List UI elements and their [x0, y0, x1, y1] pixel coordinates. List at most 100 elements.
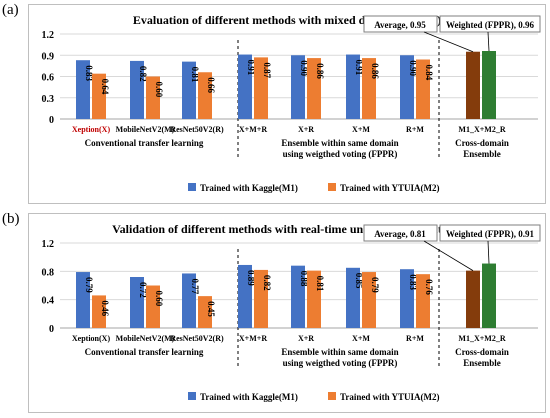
category-label: MobileNetV2(M)	[116, 334, 175, 343]
group-label: Cross-domain	[455, 347, 509, 357]
data-label-kaggle: 0.91	[246, 60, 256, 76]
category-label: ResNet50V2(R)	[170, 125, 224, 134]
data-label-ytuia: 0.66	[206, 77, 216, 93]
callout-weighted-pointer	[487, 31, 490, 52]
data-label-kaggle: 0.81	[190, 67, 200, 83]
bar-ytuia	[198, 72, 212, 119]
panel-tag: (a)	[2, 2, 19, 18]
bar-kaggle	[400, 55, 414, 119]
bar-kaggle	[182, 61, 196, 119]
data-label-ytuia: 0.46	[100, 300, 110, 316]
bar-kaggle	[238, 54, 252, 119]
bar-ytuia	[254, 57, 268, 119]
panel-tag: (b)	[2, 211, 20, 227]
callout-average: Average, 0.95	[374, 20, 426, 30]
category-label: X+R	[298, 334, 314, 343]
bar-ytuia	[307, 58, 321, 119]
callout-weighted: Weighted (FPPR), 0.91	[446, 229, 534, 239]
data-label-kaggle: 0.72	[138, 282, 148, 298]
data-label-ytuia: 0.76	[424, 279, 434, 295]
category-label: X+M+R	[239, 334, 267, 343]
legend-label-ytuia: Trained with YTUIA(M2)	[340, 392, 440, 402]
bar-ytuia	[146, 285, 160, 328]
legend-swatch-kaggle	[188, 183, 196, 191]
data-label-ytuia: 0.84	[424, 65, 434, 81]
y-tick-label: 1.2	[42, 239, 55, 250]
data-label-kaggle: 0.77	[190, 278, 200, 294]
bar-ytuia	[146, 76, 160, 119]
callout-average-pointer	[423, 31, 474, 53]
data-label-kaggle: 0.91	[354, 60, 364, 76]
data-label-ytuia: 0.45	[206, 301, 216, 317]
data-label-kaggle: 0.85	[354, 273, 364, 289]
category-label: Xeption(X)	[72, 125, 111, 134]
category-label: X+M	[352, 125, 370, 134]
callout-weighted-box	[439, 224, 541, 242]
y-tick-label: 0.9	[42, 51, 55, 62]
chart-frame	[28, 4, 546, 204]
legend-label-ytuia: Trained with YTUIA(M2)	[340, 183, 440, 193]
group-label: Conventional transfer learning	[85, 347, 204, 357]
group-label: using weigthed voting (FPPR)	[283, 149, 398, 159]
callout-weighted-pointer	[487, 240, 490, 264]
y-tick-label: 0.8	[42, 267, 55, 278]
data-label-ytuia: 0.86	[315, 63, 325, 79]
data-label-kaggle: 0.79	[84, 277, 94, 293]
data-label-kaggle: 0.89	[246, 270, 256, 286]
data-label-ytuia: 0.87	[262, 62, 272, 78]
category-label: X+M	[352, 334, 370, 343]
chart-panel-a: (a) Evaluation of different methods with…	[2, 2, 546, 204]
data-label-ytuia: 0.64	[100, 79, 110, 95]
callout-average-box	[363, 224, 438, 242]
data-label-ytuia: 0.81	[315, 276, 325, 292]
data-label-ytuia: 0.60	[154, 82, 164, 98]
legend-label-kaggle: Trained with Kaggle(M1)	[200, 392, 298, 402]
bar-kaggle	[76, 272, 90, 328]
bar-kaggle	[238, 264, 252, 328]
bar-ensemble-average	[466, 270, 480, 328]
bar-ensemble-average	[466, 51, 480, 120]
chart-frame	[28, 213, 546, 413]
category-label: X+M+R	[239, 125, 267, 134]
group-label: Ensemble	[463, 358, 501, 368]
data-label-kaggle: 0.82	[138, 66, 148, 82]
category-label: Xeption(X)	[72, 334, 111, 343]
bar-kaggle	[291, 265, 305, 328]
y-tick-label: 1.2	[42, 30, 55, 41]
data-label-ytuia: 0.60	[154, 291, 164, 307]
category-label: R+M	[406, 334, 424, 343]
bar-ytuia	[416, 59, 430, 119]
bar-ytuia	[92, 295, 106, 328]
data-label-kaggle: 0.83	[408, 274, 418, 290]
bar-kaggle	[400, 269, 414, 328]
bar-ytuia	[307, 270, 321, 328]
group-label: using weigthed voting (FPPR)	[283, 358, 398, 368]
bar-chart-svg: Validation of different methods with rea…	[42, 222, 541, 402]
bar-kaggle	[76, 60, 90, 119]
bar-kaggle	[346, 267, 360, 328]
data-label-kaggle: 0.88	[299, 271, 309, 287]
bar-ensemble-weighted	[482, 263, 496, 328]
data-label-ytuia: 0.82	[262, 275, 272, 291]
category-label: M1_X+M2_R	[458, 334, 505, 343]
group-label: Conventional transfer learning	[85, 138, 204, 148]
callout-weighted: Weighted (FPPR), 0.96	[446, 20, 534, 30]
data-label-ytuia: 0.79	[370, 277, 380, 293]
callout-average-box	[363, 15, 438, 33]
bar-kaggle	[182, 273, 196, 328]
callout-average: Average, 0.81	[374, 229, 426, 239]
bar-kaggle	[130, 277, 144, 328]
y-tick-label: 0.6	[42, 73, 55, 84]
data-label-kaggle: 0.90	[299, 60, 309, 76]
y-tick-label: 0	[49, 324, 54, 335]
bar-ytuia	[254, 269, 268, 328]
category-label: M1_X+M2_R	[458, 125, 505, 134]
bar-ytuia	[416, 274, 430, 328]
legend-swatch-ytuia	[328, 392, 336, 400]
group-label: Ensemble within same domain	[281, 347, 398, 357]
legend-label-kaggle: Trained with Kaggle(M1)	[200, 183, 298, 193]
category-label: MobileNetV2(M)	[116, 125, 175, 134]
group-label: Cross-domain	[455, 138, 509, 148]
group-label: Ensemble within same domain	[281, 138, 398, 148]
y-tick-label: 0.3	[42, 94, 55, 105]
